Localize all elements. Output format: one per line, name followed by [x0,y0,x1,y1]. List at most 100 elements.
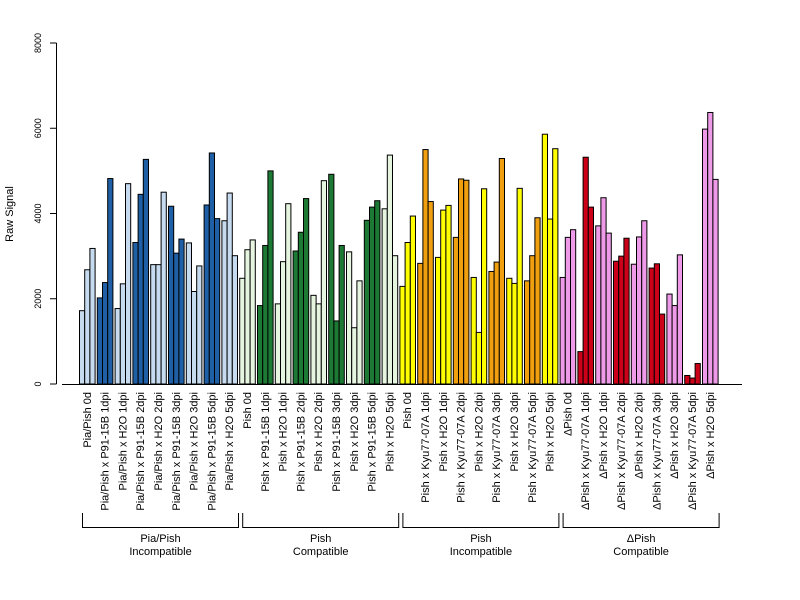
group-label: Incompatible [129,546,191,558]
y-tick-label: 2000 [33,289,43,309]
y-tick-label: 8000 [33,33,43,53]
bar [404,241,411,385]
bar [89,247,96,385]
category-label: ΔPish x Kyu77-07A 1dpi [580,392,592,510]
bar [303,198,310,385]
bar [493,261,500,385]
bar [707,111,714,385]
bar [659,313,666,385]
group-label: Pish [470,533,491,545]
category-label: Pish 0d [242,392,254,429]
bar [356,280,363,385]
category-label: Pia/Pish x P91-15B 1dpi [100,392,112,511]
bar [363,219,370,385]
bar [577,351,584,385]
y-axis-label: Raw Signal [4,186,16,242]
bar [488,270,495,385]
bar [552,148,559,385]
bar [595,225,602,385]
bar [641,220,648,385]
bar [102,282,109,385]
bar [333,320,340,385]
bar [618,255,625,385]
y-tick-label: 0 [33,381,43,386]
bar [292,250,299,385]
category-label: Pish x H2O 2dpi [473,392,485,471]
category-label: Pish x H2O 1dpi [278,392,290,471]
bar [297,231,304,385]
group-label: Compatible [613,546,669,558]
bar [422,149,429,385]
bar [529,255,536,385]
category-label: Pish x P91-15B 2dpi [295,392,307,492]
group-bracket [242,513,400,528]
bar [79,310,86,385]
bar [196,265,203,385]
bar [249,239,256,385]
bar [452,236,459,385]
bar [374,200,381,385]
bar [226,192,233,385]
bar [671,305,678,385]
bar [570,229,577,385]
bar [274,303,281,385]
bar [648,267,655,385]
bars-layer [79,111,719,385]
category-label: Pish x Kyu77-07A 5dpi [527,392,539,503]
bar [684,374,691,385]
category-label: ΔPish x Kyu77-07A 3dpi [651,392,663,510]
bar [712,178,719,385]
bar [381,208,388,385]
bar [346,251,353,385]
bar [511,282,518,385]
bar [653,263,660,385]
bar [231,255,239,385]
category-label: Pish x H2O 5dpi [545,392,557,471]
bar [244,249,251,385]
category-label: Pish x P91-15B 3dpi [331,392,343,492]
bar [107,178,114,385]
bar [262,244,269,385]
bar [185,242,193,385]
category-label: ΔPish x Kyu77-07A 5dpi [687,392,699,510]
category-label: Pish x H2O 2dpi [313,392,325,471]
group-label: Compatible [293,546,349,558]
bar [351,327,358,385]
axes-layer: 0 2000 4000 6000 8000 Pia/Pish 0d Pia/Pish x P… [33,33,742,558]
category-label: Pish 0d [402,392,414,429]
bar [173,252,180,385]
bar [564,236,571,385]
group-label: Pia/Pish [140,533,180,545]
bar [285,203,292,385]
bar [178,238,185,385]
bar [320,180,327,385]
category-label: ΔPish x H2O 3dpi [669,392,681,479]
bar [315,303,322,385]
bar [506,277,513,385]
group-label: Pish [310,533,331,545]
bar [239,277,246,385]
bar [470,276,477,385]
category-label: Pia/Pish x H2O 1dpi [117,392,129,490]
bar [137,193,144,385]
category-label: ΔPish 0d [562,392,574,436]
category-label: Pish x H2O 1dpi [438,392,450,471]
group-label: Incompatible [450,546,512,558]
bar [155,264,162,385]
bar [369,206,376,385]
bar [559,276,566,385]
bar [623,237,630,385]
bar [498,158,505,385]
category-label: Pia/Pish 0d [82,392,94,448]
bar [125,183,132,385]
category-label: Pia/Pish x P91-15B 3dpi [171,392,183,511]
bar [214,218,221,385]
category-label: Pia/Pish x H2O 2dpi [153,392,165,490]
bar [582,156,589,385]
group-bracket [562,513,720,528]
y-tick-label: 6000 [33,118,43,138]
bar [702,128,709,385]
category-label: Pish x H2O 5dpi [384,392,396,471]
category-label: Pia/Pish x P91-15B 5dpi [206,392,218,511]
y-tick-label: 4000 [33,203,43,223]
